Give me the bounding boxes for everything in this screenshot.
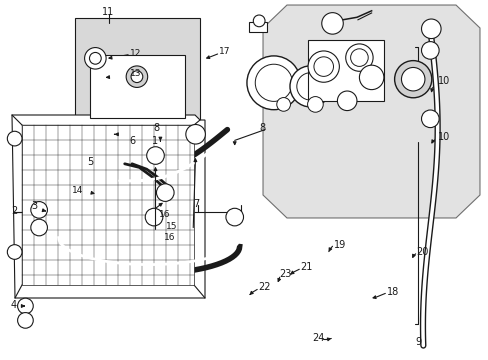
Circle shape <box>246 56 300 110</box>
Circle shape <box>296 73 324 100</box>
Text: 21: 21 <box>300 262 312 272</box>
Circle shape <box>401 67 424 91</box>
Circle shape <box>255 64 292 102</box>
Circle shape <box>313 57 333 76</box>
Bar <box>307 40 383 101</box>
Text: 3: 3 <box>32 201 38 211</box>
Text: 24: 24 <box>311 333 324 343</box>
Circle shape <box>126 66 147 87</box>
Circle shape <box>89 53 101 64</box>
Text: 9: 9 <box>415 337 421 347</box>
Circle shape <box>31 219 47 236</box>
Text: 1: 1 <box>151 136 158 146</box>
Polygon shape <box>12 115 204 298</box>
Circle shape <box>7 245 22 259</box>
Text: 23: 23 <box>279 269 291 279</box>
Text: 10: 10 <box>437 132 449 142</box>
Text: 13: 13 <box>129 69 141 78</box>
Text: 5: 5 <box>87 157 93 167</box>
Circle shape <box>145 208 163 226</box>
Circle shape <box>185 125 205 144</box>
Text: 12: 12 <box>129 49 141 58</box>
Circle shape <box>359 65 383 90</box>
Text: 11: 11 <box>102 6 114 17</box>
Text: 8: 8 <box>259 123 265 133</box>
Circle shape <box>321 13 343 34</box>
Circle shape <box>7 131 22 146</box>
Circle shape <box>421 19 440 39</box>
Circle shape <box>276 98 290 111</box>
Circle shape <box>146 147 164 164</box>
Text: 7: 7 <box>193 199 199 210</box>
Text: 14: 14 <box>72 186 83 194</box>
Circle shape <box>225 208 243 226</box>
Text: 4: 4 <box>11 300 17 310</box>
Circle shape <box>421 110 438 127</box>
Text: 8: 8 <box>153 123 159 133</box>
Text: 19: 19 <box>333 240 345 250</box>
Text: 10: 10 <box>437 76 449 86</box>
Polygon shape <box>249 22 266 32</box>
Text: 15: 15 <box>166 222 178 231</box>
Text: 22: 22 <box>258 282 270 292</box>
Circle shape <box>307 51 339 82</box>
Text: 16: 16 <box>159 210 170 219</box>
Text: 2: 2 <box>11 206 17 216</box>
Bar <box>22 125 194 285</box>
Text: 6: 6 <box>129 136 136 146</box>
Text: 17: 17 <box>219 46 230 55</box>
Text: 18: 18 <box>386 287 399 297</box>
Circle shape <box>289 66 330 107</box>
Circle shape <box>31 202 47 218</box>
Circle shape <box>18 298 33 314</box>
Circle shape <box>307 96 323 112</box>
Circle shape <box>345 44 372 71</box>
Polygon shape <box>90 55 184 118</box>
Circle shape <box>131 71 142 82</box>
Text: 16: 16 <box>163 233 175 242</box>
Text: 20: 20 <box>416 247 428 257</box>
Polygon shape <box>263 5 479 218</box>
Circle shape <box>84 48 106 69</box>
Circle shape <box>394 60 431 98</box>
Circle shape <box>253 15 264 27</box>
Circle shape <box>337 91 356 111</box>
Circle shape <box>18 312 33 328</box>
Circle shape <box>350 49 367 66</box>
Bar <box>75 18 200 136</box>
Circle shape <box>156 184 174 201</box>
Circle shape <box>421 42 438 59</box>
